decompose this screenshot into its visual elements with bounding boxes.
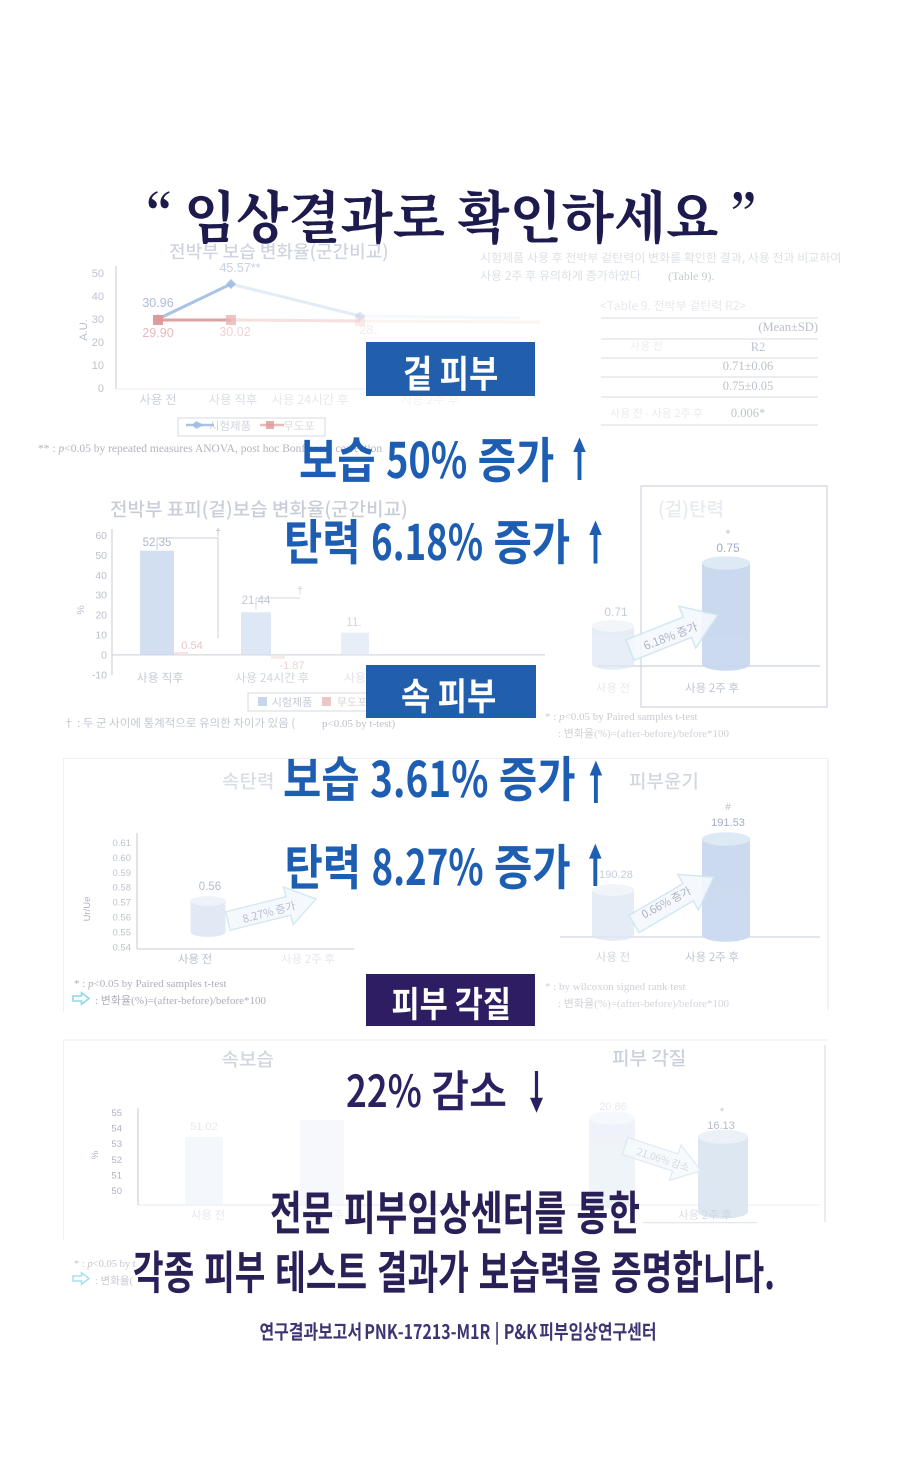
svg-text:*: *: [726, 527, 731, 541]
svg-text:0.71±0.06: 0.71±0.06: [723, 359, 774, 373]
svg-text:0.59: 0.59: [113, 868, 132, 879]
svg-text:A.U.: A.U.: [78, 319, 90, 340]
svg-text:** : p<0.05 by repeated measu: ** : p<0.05 by repeated measures ANOVA, …: [38, 443, 382, 455]
svg-text:0.57: 0.57: [113, 898, 132, 909]
svg-text:40: 40: [92, 291, 104, 303]
svg-text:0.58: 0.58: [113, 883, 132, 894]
svg-text:0.60: 0.60: [113, 853, 132, 864]
svg-text:50: 50: [95, 550, 107, 562]
svg-text:52: 52: [111, 1155, 122, 1166]
svg-text:20: 20: [95, 610, 107, 622]
svg-text:191.53: 191.53: [711, 817, 745, 829]
svg-text:: 변화율(: : 변화율(: [95, 1275, 134, 1287]
svg-text:55: 55: [111, 1108, 122, 1119]
svg-text:54: 54: [111, 1124, 122, 1135]
svg-text:* : by wilcoxon signed rank te: * : by wilcoxon signed rank test: [545, 981, 686, 993]
svg-text:Ur/Ue: Ur/Ue: [82, 897, 93, 922]
svg-text:(Mean±SD): (Mean±SD): [758, 320, 818, 334]
svg-text:30.96: 30.96: [142, 296, 173, 310]
svg-text:-10: -10: [92, 669, 107, 681]
svg-text:p<0.05 by t-test): p<0.05 by t-test): [322, 718, 395, 730]
svg-text:(Table 9).: (Table 9).: [668, 269, 714, 283]
svg-text:51: 51: [111, 1170, 122, 1181]
svg-text:* : p<0.05 by Paired samples t: * : p<0.05 by Paired samples t-test: [545, 711, 698, 723]
svg-text:190.28: 190.28: [599, 869, 633, 881]
svg-text:0.61: 0.61: [113, 838, 132, 849]
svg-text:0.71: 0.71: [604, 605, 628, 619]
svg-text:60: 60: [95, 530, 107, 542]
svg-text:0.006*: 0.006*: [731, 406, 765, 420]
svg-text:%: %: [75, 605, 87, 614]
svg-text:50: 50: [92, 268, 104, 280]
svg-text:45.57**: 45.57**: [219, 261, 260, 275]
svg-text:0.75±0.05: 0.75±0.05: [723, 379, 774, 393]
svg-text:10: 10: [92, 360, 104, 372]
svg-text:*: *: [720, 1106, 725, 1118]
svg-text:20.86: 20.86: [599, 1101, 627, 1113]
svg-text:0.54: 0.54: [113, 942, 132, 953]
svg-text:0: 0: [98, 383, 104, 395]
svg-text:0.75: 0.75: [716, 541, 740, 555]
svg-text:16.13: 16.13: [707, 1120, 735, 1132]
svg-text:: 변화율(%)=(after-before)/before: : 변화율(%)=(after-before)/before*100: [558, 997, 730, 1010]
svg-text:* : p<0.05 by Paired samples t: * : p<0.05 by Paired samples t-test: [74, 978, 227, 990]
svg-text:* : p<0.05 by t: * : p<0.05 by t: [74, 1259, 136, 1270]
svg-text:51.02: 51.02: [190, 1121, 218, 1133]
svg-text:53: 53: [111, 1139, 122, 1150]
svg-text:-1.87: -1.87: [279, 660, 304, 672]
svg-text:30.02: 30.02: [219, 325, 250, 339]
svg-text:20: 20: [92, 337, 104, 349]
svg-text:%: %: [90, 1150, 101, 1159]
svg-text:29.90: 29.90: [142, 326, 173, 340]
svg-text:#: #: [725, 802, 731, 813]
svg-text:R2: R2: [751, 340, 766, 354]
svg-text:0.56: 0.56: [199, 881, 221, 893]
svg-text:50: 50: [111, 1186, 122, 1197]
svg-text:: 변화율(%)=(after-before)/before: : 변화율(%)=(after-before)/before*100: [558, 727, 730, 740]
svg-text:†: †: [297, 585, 303, 597]
svg-text:30: 30: [95, 590, 107, 602]
svg-text:0.55: 0.55: [113, 927, 132, 938]
svg-text:40: 40: [95, 570, 107, 582]
svg-text:11.: 11.: [346, 617, 361, 629]
svg-text:0.56: 0.56: [113, 913, 132, 924]
svg-text:0: 0: [101, 649, 107, 661]
svg-text:0.54: 0.54: [181, 640, 202, 652]
svg-text:28.: 28.: [359, 323, 376, 337]
svg-text:30: 30: [92, 314, 104, 326]
svg-text:†: †: [215, 527, 221, 539]
svg-text:10: 10: [95, 630, 107, 642]
svg-text:: 변화율(%)=(after-before)/before: : 변화율(%)=(after-before)/before*100: [95, 994, 267, 1007]
